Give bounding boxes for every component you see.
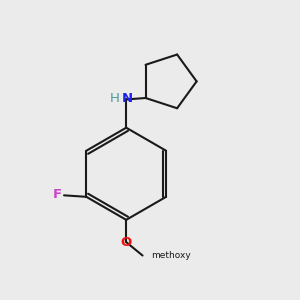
Text: N: N xyxy=(121,92,132,105)
Text: methoxy: methoxy xyxy=(152,251,191,260)
Text: O: O xyxy=(121,236,132,249)
Text: H: H xyxy=(110,92,120,105)
Text: F: F xyxy=(53,188,62,201)
